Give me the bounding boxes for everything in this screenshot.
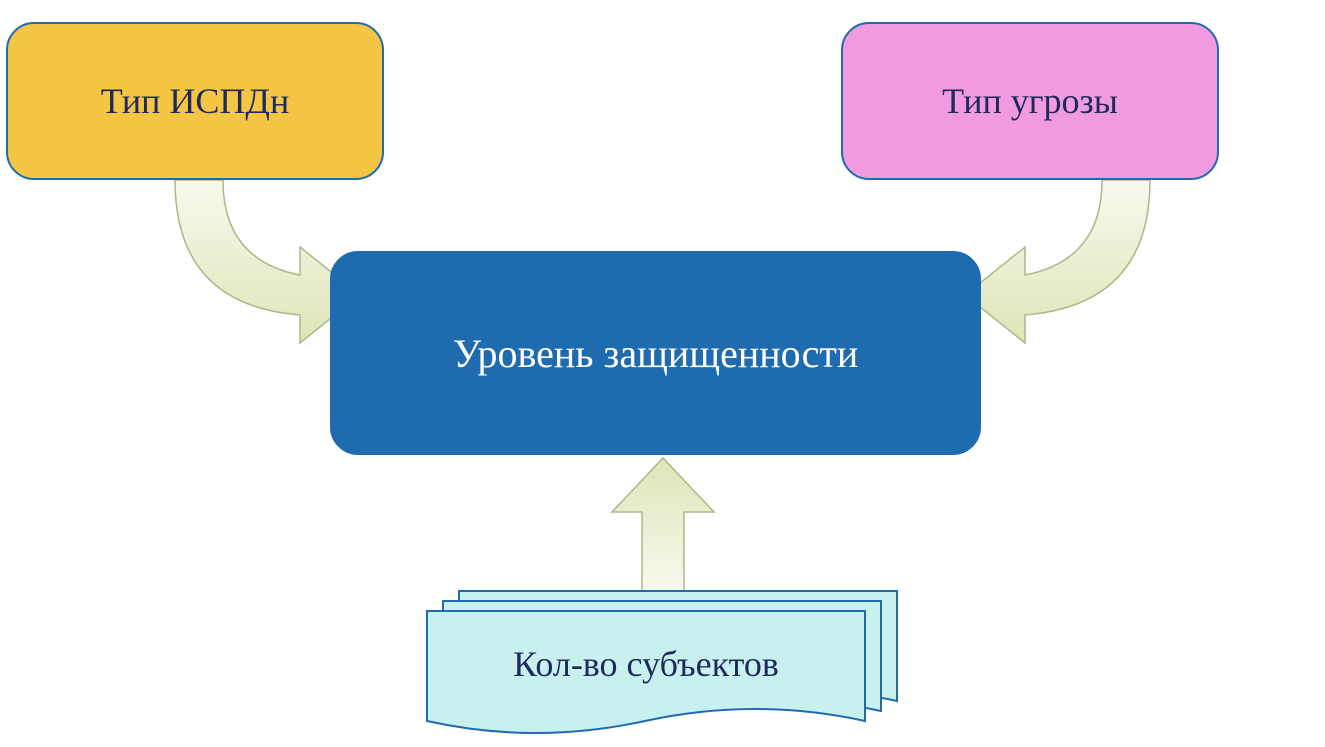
arrow-subjects-to-center [598, 452, 728, 597]
node-subjects: Кол-во субъектов [425, 589, 899, 744]
diagram-canvas: Тип ИСПДн Тип угрозы Уровень защищенност… [0, 0, 1325, 747]
node-center-label: Уровень защищенности [453, 330, 859, 377]
node-ispdn: Тип ИСПДн [6, 22, 384, 180]
arrow-threat-to-center [960, 175, 1180, 355]
node-threat: Тип угрозы [841, 22, 1219, 180]
node-subjects-label: Кол-во субъектов [513, 643, 779, 685]
node-center: Уровень защищенности [330, 251, 981, 455]
node-ispdn-label: Тип ИСПДн [101, 80, 289, 122]
node-threat-label: Тип угрозы [942, 80, 1118, 122]
